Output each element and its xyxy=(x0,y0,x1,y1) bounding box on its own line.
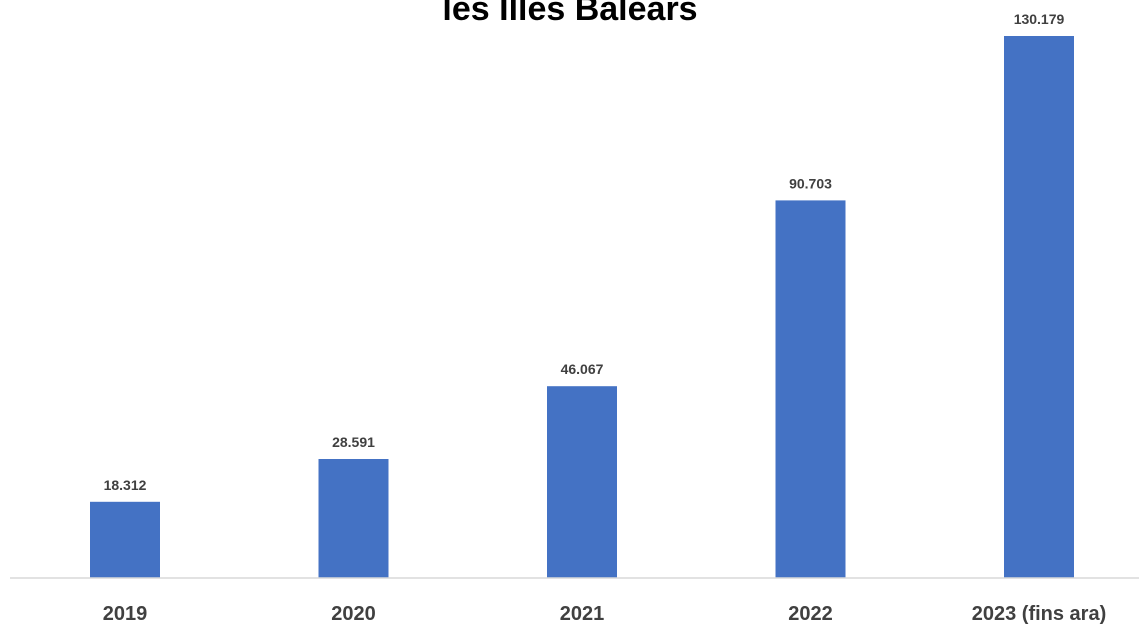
bar-2022 xyxy=(775,200,846,578)
x-tick-labels: 2019 2020 2021 2022 2023 (fins ara) xyxy=(103,603,1107,625)
value-label-2020: 28.591 xyxy=(332,434,375,450)
value-label-2023 (fins ara): 130.179 xyxy=(1014,11,1065,27)
bar-2019 xyxy=(90,501,160,578)
bar-2023 (fins ara) xyxy=(1004,36,1074,578)
value-label-2022: 90.703 xyxy=(789,175,832,191)
x-tick-label-2023 (fins ara): 2023 (fins ara) xyxy=(972,603,1107,625)
x-tick-label-2022: 2022 xyxy=(788,603,833,625)
value-label-2021: 46.067 xyxy=(561,361,604,377)
x-tick-label-2021: 2021 xyxy=(560,603,605,625)
bar-2020 xyxy=(318,459,389,578)
x-tick-label-2019: 2019 xyxy=(103,603,148,625)
value-label-2019: 18.312 xyxy=(104,477,147,493)
x-tick-label-2020: 2020 xyxy=(331,603,376,625)
bar-2021 xyxy=(547,386,617,578)
bars-group: 18.312 28.591 46.067 90.703 130.179 xyxy=(90,11,1074,578)
chart-title: les Illes Balears xyxy=(442,0,697,28)
